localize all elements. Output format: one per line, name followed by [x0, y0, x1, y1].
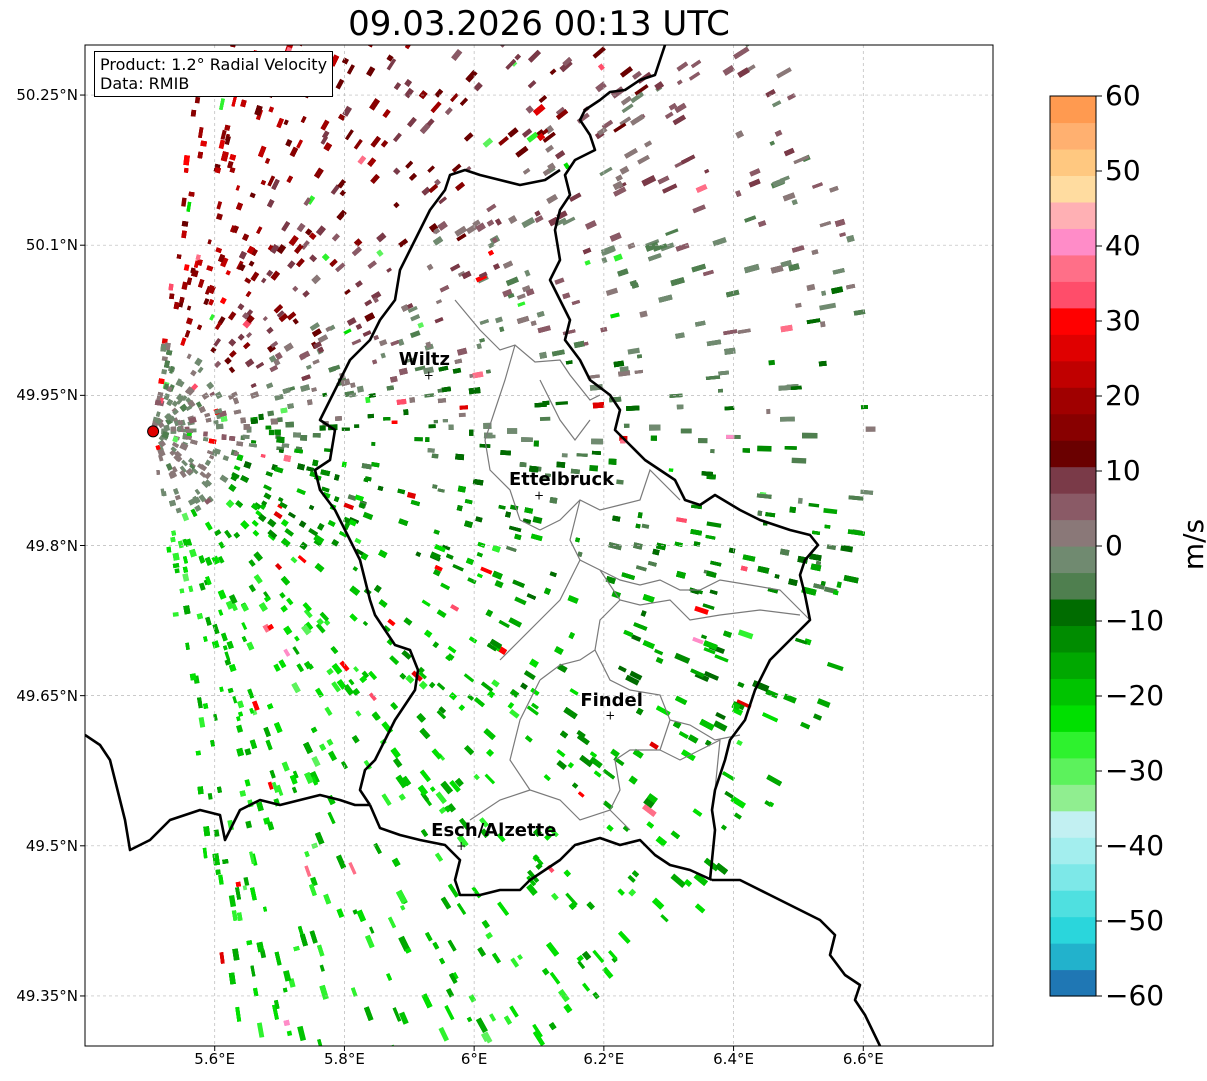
lat-tick-label: 50.25°N: [16, 86, 78, 105]
city-label: Wiltz: [398, 349, 451, 371]
colorbar-segment: [1050, 281, 1096, 309]
city-marker: +: [456, 839, 466, 853]
colorbar-tick-label: −30: [1105, 754, 1165, 787]
country-borders: [85, 45, 882, 1046]
colorbar-segment: [1050, 546, 1096, 574]
colorbar-segment: [1050, 757, 1096, 785]
colorbar-tick-label: −10: [1105, 604, 1165, 637]
lat-tick-label: 49.65°N: [16, 686, 78, 705]
city-markers: + + + +: [424, 368, 616, 852]
colorbar-segment: [1050, 307, 1096, 335]
lat-tick-label: 49.8°N: [25, 536, 78, 555]
colorbar-segment: [1050, 678, 1096, 706]
colorbar-segment: [1050, 863, 1096, 891]
colorbar-tick-label: 40: [1105, 229, 1141, 262]
colorbar-segment: [1050, 916, 1096, 944]
colorbar-segment: [1050, 625, 1096, 653]
colorbar-tick-label: −40: [1105, 829, 1165, 862]
colorbar-segment: [1050, 784, 1096, 812]
colorbar-tick-label: 30: [1105, 304, 1141, 337]
product-info-box: Product: 1.2° Radial Velocity Data: RMIB: [94, 51, 334, 97]
colorbar-segment: [1050, 360, 1096, 388]
colorbar-tick-label: 0: [1105, 529, 1123, 562]
colorbar-segment: [1050, 704, 1096, 732]
colorbar-segment: [1050, 413, 1096, 441]
colorbar-segment: [1050, 519, 1096, 547]
colorbar: [1049, 95, 1102, 997]
colorbar-segment: [1050, 334, 1096, 362]
lat-tick-label: 49.95°N: [16, 386, 78, 405]
colorbar-segment: [1050, 837, 1096, 865]
colorbar-segment: [1050, 148, 1096, 177]
colorbar-segment: [1050, 387, 1096, 415]
colorbar-segment: [1050, 651, 1096, 679]
colorbar-segment: [1050, 175, 1096, 203]
colorbar-segment: [1050, 493, 1096, 521]
lon-tick-label: 5.8°E: [324, 1050, 365, 1068]
colorbar-segment: [1050, 96, 1096, 124]
radar-site-marker: [147, 425, 160, 438]
city-marker: +: [424, 368, 434, 382]
colorbar-tick-label: 50: [1105, 154, 1141, 187]
colorbar-segment: [1050, 969, 1096, 997]
city-label: Ettelbruck: [509, 469, 615, 491]
colorbar-segment: [1050, 122, 1096, 150]
lat-tick-label: 49.5°N: [25, 836, 78, 855]
colorbar-segment: [1050, 254, 1096, 282]
colorbar-segment: [1050, 731, 1096, 759]
city-marker: +: [605, 709, 615, 723]
colorbar-segment: [1050, 890, 1096, 918]
gridlines: [85, 45, 993, 1046]
colorbar-segment: [1050, 598, 1096, 627]
product-label: Product: 1.2° Radial Velocity: [100, 55, 328, 74]
lon-tick-label: 6.6°E: [842, 1050, 884, 1068]
lat-tick-label: 50.1°N: [25, 236, 78, 255]
map-title: 09.03.2026 00:13 UTC: [348, 4, 730, 44]
axis-ticks: [80, 94, 864, 1051]
canton-boundaries: [454, 299, 811, 831]
lon-tick-label: 6.2°E: [583, 1050, 625, 1068]
colorbar-segment: [1050, 466, 1096, 494]
lon-tick-label: 5.6°E: [194, 1050, 236, 1068]
colorbar-segment: [1050, 228, 1096, 256]
colorbar-tick-label: 10: [1105, 454, 1141, 487]
colorbar-tick-label: 60: [1105, 79, 1141, 112]
colorbar-unit-label: m/s: [1177, 518, 1207, 571]
city-marker: +: [534, 488, 544, 502]
colorbar-segment: [1050, 810, 1096, 838]
colorbar-tick-label: −20: [1105, 679, 1165, 712]
colorbar-segment: [1050, 572, 1096, 600]
colorbar-segment: [1050, 943, 1096, 971]
lat-tick-label: 49.35°N: [16, 986, 78, 1005]
lon-tick-label: 6.4°E: [713, 1050, 754, 1068]
colorbar-segment: [1050, 201, 1096, 229]
data-source-label: Data: RMIB: [100, 74, 190, 93]
city-label: Findel: [580, 689, 643, 711]
lon-tick-label: 6°E: [460, 1050, 488, 1068]
radar-echoes: [151, 45, 876, 1046]
colorbar-tick-label: 20: [1105, 379, 1141, 412]
city-label: Esch/Alzette: [431, 819, 557, 841]
colorbar-tick-label: −50: [1105, 904, 1165, 937]
colorbar-segment: [1050, 440, 1096, 468]
colorbar-tick-label: −60: [1105, 979, 1165, 1012]
